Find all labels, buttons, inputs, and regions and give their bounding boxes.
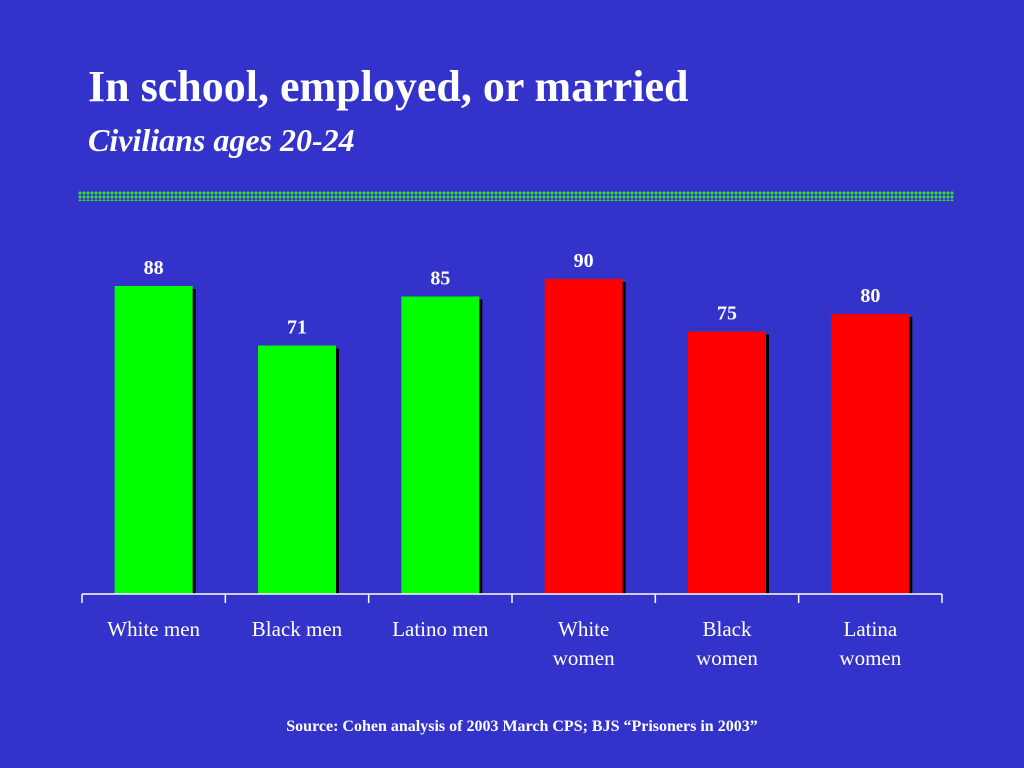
slide-subtitle: Civilians ages 20-24 bbox=[88, 122, 355, 158]
bars bbox=[114, 279, 913, 594]
labels: 88 White men 71 Black men 85 Latino men 90 Whit… bbox=[107, 250, 901, 670]
bar bbox=[544, 279, 623, 594]
data-label: 88 bbox=[144, 257, 164, 279]
data-label: 71 bbox=[287, 317, 307, 339]
bar bbox=[688, 331, 766, 594]
bar bbox=[258, 345, 336, 594]
x-axis bbox=[81, 593, 943, 603]
source-note: Source: Cohen analysis of 2003 March CPS… bbox=[286, 718, 758, 735]
bar bbox=[831, 314, 910, 594]
x-tick-label: Black women bbox=[696, 617, 758, 670]
data-label: 85 bbox=[430, 268, 450, 290]
dotted-divider bbox=[78, 191, 954, 201]
data-label: 75 bbox=[717, 303, 737, 325]
x-tick-label: Latino men bbox=[392, 617, 489, 641]
x-tick-label: Black men bbox=[252, 617, 343, 641]
bar bbox=[401, 296, 480, 594]
slide-title: In school, employed, or married bbox=[88, 62, 689, 111]
x-tick-label: White women bbox=[553, 617, 615, 670]
bar bbox=[114, 286, 193, 594]
x-tick-label: Latina women bbox=[839, 617, 901, 670]
data-label: 90 bbox=[574, 250, 594, 272]
x-tick-label: White men bbox=[107, 617, 200, 641]
data-label: 80 bbox=[860, 285, 880, 307]
